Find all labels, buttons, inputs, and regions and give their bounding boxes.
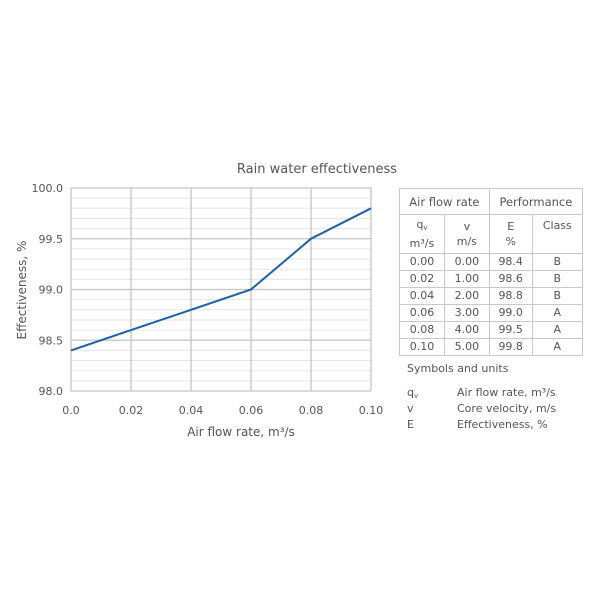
table-row: 0.00 0.00 98.4 B bbox=[399, 253, 584, 271]
performance-table: Air flow rate Performance qv m³/s v m/s E%… bbox=[399, 188, 584, 356]
col-header-class: Class bbox=[531, 214, 584, 254]
col-header-v: v m/s bbox=[443, 214, 490, 254]
y-tick-label: 99.0 bbox=[39, 284, 64, 297]
legend-description: Air flow rate, m³/s bbox=[457, 386, 556, 399]
legend-item: E Effectiveness, % bbox=[407, 417, 556, 433]
table-cell: 5.00 bbox=[443, 338, 490, 356]
y-tick-label: 98.5 bbox=[39, 334, 64, 347]
x-axis-label: Air flow rate, m³/s bbox=[187, 425, 295, 439]
col-header-qv: qv m³/s bbox=[399, 214, 445, 254]
legend-symbol: qv bbox=[407, 386, 419, 400]
col-header-e: E% bbox=[488, 214, 533, 254]
table-cell: 0.10 bbox=[399, 338, 445, 356]
table-cell: 99.8 bbox=[488, 338, 533, 356]
legend-item: qv Air flow rate, m³/s bbox=[407, 385, 556, 401]
table-cell: A bbox=[531, 304, 584, 322]
x-tick-label: 0.02 bbox=[119, 404, 144, 417]
table-cell: 1.00 bbox=[443, 270, 490, 288]
table-cell: 0.00 bbox=[443, 253, 490, 271]
table-row: 0.08 4.00 99.5 A bbox=[399, 321, 584, 339]
table-cell: A bbox=[531, 338, 584, 356]
legend-description: Effectiveness, % bbox=[457, 418, 548, 431]
chart-title: Rain water effectiveness bbox=[237, 162, 397, 177]
grid bbox=[70, 187, 372, 392]
table-cell: 4.00 bbox=[443, 321, 490, 339]
table-cell: 98.8 bbox=[488, 287, 533, 305]
y-tick-label: 99.5 bbox=[39, 233, 64, 246]
y-axis-label: Effectiveness, % bbox=[15, 241, 29, 340]
legend-symbol: v bbox=[407, 402, 414, 415]
table-cell: B bbox=[531, 253, 584, 271]
legend-item: v Core velocity, m/s bbox=[407, 401, 556, 417]
table-cell: 99.5 bbox=[488, 321, 533, 339]
x-tick-labels: 0.0 0.02 0.04 0.06 0.08 0.10 bbox=[62, 404, 383, 417]
table-row: 0.02 1.00 98.6 B bbox=[399, 270, 584, 288]
table-cell: 0.06 bbox=[399, 304, 445, 322]
table-row: 0.04 2.00 98.8 B bbox=[399, 287, 584, 305]
table-cell: 2.00 bbox=[443, 287, 490, 305]
table-cell: 3.00 bbox=[443, 304, 490, 322]
series-line bbox=[70, 207, 372, 352]
group-header-performance: Performance bbox=[488, 188, 584, 215]
table-cell: 98.6 bbox=[488, 270, 533, 288]
group-header-airflow: Air flow rate bbox=[399, 188, 490, 215]
table-cell: 0.02 bbox=[399, 270, 445, 288]
table-cell: A bbox=[531, 321, 584, 339]
table-cell: B bbox=[531, 270, 584, 288]
table-cell: 0.00 bbox=[399, 253, 445, 271]
x-tick-label: 0.0 bbox=[62, 404, 80, 417]
x-tick-label: 0.04 bbox=[179, 404, 204, 417]
table-cell: 98.4 bbox=[488, 253, 533, 271]
symbols-legend: Symbols and units qv Air flow rate, m³/s v… bbox=[407, 362, 556, 433]
legend-description: Core velocity, m/s bbox=[457, 402, 557, 415]
table-cell: 0.04 bbox=[399, 287, 445, 305]
y-tick-label: 100.0 bbox=[32, 182, 64, 195]
table-cell: 0.08 bbox=[399, 321, 445, 339]
x-tick-label: 0.10 bbox=[359, 404, 384, 417]
legend-title: Symbols and units bbox=[407, 362, 509, 375]
legend-symbol: E bbox=[407, 418, 414, 431]
y-tick-label: 98.0 bbox=[39, 385, 64, 398]
table-cell: 99.0 bbox=[488, 304, 533, 322]
table-row: 0.10 5.00 99.8 A bbox=[399, 338, 584, 356]
table-cell: B bbox=[531, 287, 584, 305]
y-tick-labels: 98.0 98.5 99.0 99.5 100.0 bbox=[32, 182, 64, 398]
x-tick-label: 0.08 bbox=[299, 404, 324, 417]
table-row: 0.06 3.00 99.0 A bbox=[399, 304, 584, 322]
x-tick-label: 0.06 bbox=[239, 404, 264, 417]
